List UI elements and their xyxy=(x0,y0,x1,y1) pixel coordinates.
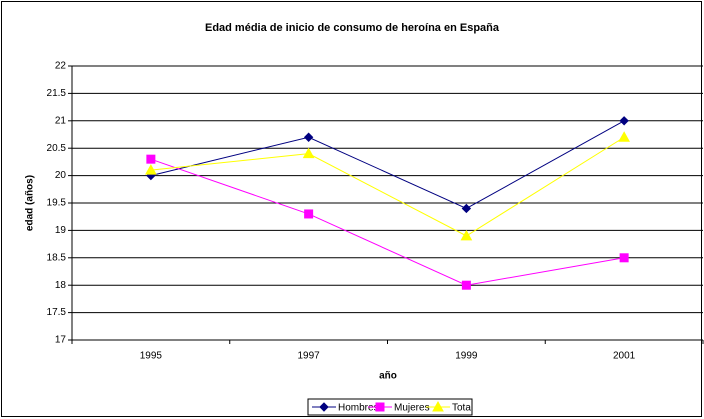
series-line xyxy=(150,120,625,210)
x-tick-label: 2001 xyxy=(613,351,636,362)
y-tick-label: 20.5 xyxy=(47,143,67,154)
y-tick-label: 22 xyxy=(55,61,67,72)
data-point xyxy=(145,164,157,175)
x-tick-label: 1997 xyxy=(298,351,321,362)
legend-label: Hombres xyxy=(338,403,379,414)
y-axis-title: edad (años) xyxy=(25,175,36,231)
x-tick-label: 1995 xyxy=(140,351,163,362)
data-point xyxy=(146,154,156,164)
data-point xyxy=(303,132,314,142)
y-tick-label: 21.5 xyxy=(47,88,67,99)
legend-label: Total xyxy=(452,403,473,414)
legend-label: Mujeres xyxy=(394,403,430,414)
series-line xyxy=(150,136,625,237)
legend-marker xyxy=(375,402,385,412)
y-tick-label: 17 xyxy=(55,335,67,346)
data-point xyxy=(302,147,315,159)
data-point xyxy=(619,253,629,263)
legend-marker xyxy=(319,402,329,412)
series-line xyxy=(150,158,625,286)
data-point xyxy=(460,229,473,241)
y-tick-label: 21 xyxy=(55,115,67,126)
y-tick-label: 19 xyxy=(55,225,67,236)
chart-title: Edad média de inicio de consumo de heroí… xyxy=(205,22,500,34)
data-point xyxy=(304,209,314,219)
legend-marker xyxy=(432,400,444,412)
x-tick-label: 1999 xyxy=(455,351,478,362)
data-point xyxy=(461,280,471,290)
y-tick-label: 18.5 xyxy=(47,252,67,263)
y-tick-label: 17.5 xyxy=(47,307,67,318)
data-point xyxy=(619,116,629,126)
data-point xyxy=(461,203,472,214)
y-tick-label: 20 xyxy=(55,170,67,181)
x-axis-title: año xyxy=(379,371,397,382)
y-tick-label: 19.5 xyxy=(47,198,67,209)
y-tick-label: 18 xyxy=(55,280,67,291)
data-point xyxy=(618,131,630,142)
